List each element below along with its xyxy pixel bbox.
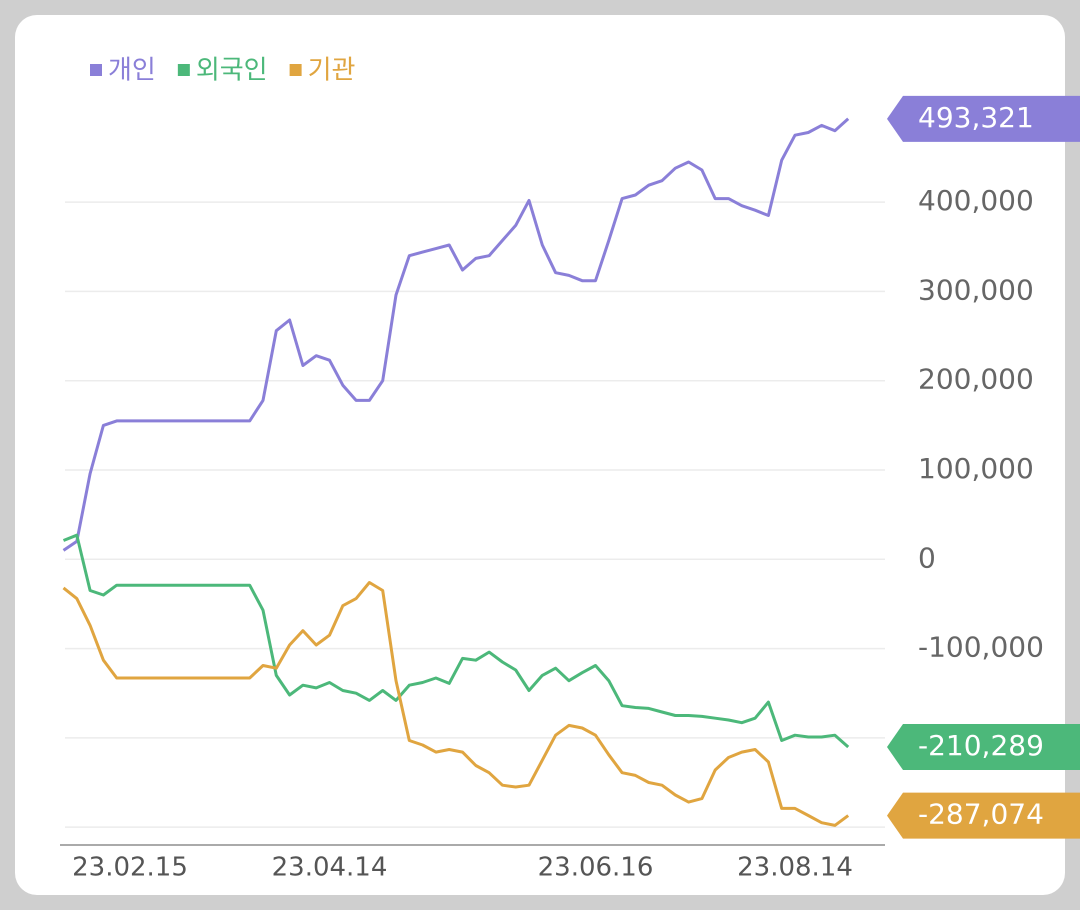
x-tick-label: 23.04.14 <box>272 853 388 883</box>
y-tick-label: 300,000 <box>918 273 1034 306</box>
legend-label: 개인 <box>108 56 156 86</box>
x-tick-label: 23.02.15 <box>72 853 188 883</box>
value-label: -210,289 <box>918 729 1044 762</box>
series-line <box>62 533 850 749</box>
legend-label: 외국인 <box>196 56 268 86</box>
value-label: 493,321 <box>918 101 1034 134</box>
series-line <box>62 581 850 827</box>
value-label: -287,074 <box>918 798 1044 831</box>
y-tick-label: 200,000 <box>918 363 1034 396</box>
legend-label: 기관 <box>308 56 356 86</box>
x-tick-label: 23.06.16 <box>538 853 654 883</box>
legend-swatch <box>289 64 302 76</box>
value-flag <box>887 792 1080 839</box>
y-tick-label: -100,000 <box>918 631 1044 664</box>
legend-swatch <box>90 64 102 76</box>
legend-swatch <box>177 64 190 76</box>
value-flag <box>887 724 1080 771</box>
y-tick-label: 100,000 <box>918 452 1034 485</box>
x-tick-label: 23.08.14 <box>737 853 853 883</box>
y-tick-label: 400,000 <box>918 184 1034 217</box>
value-flag <box>887 95 1080 142</box>
series-line <box>62 117 850 552</box>
y-tick-label: 0 <box>918 541 936 574</box>
